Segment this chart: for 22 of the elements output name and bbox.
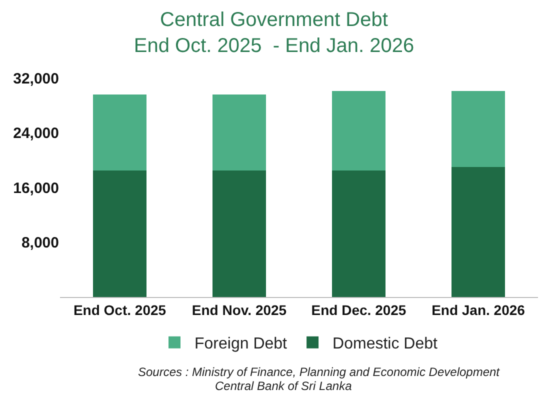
- bar: [451, 91, 506, 167]
- bar: [92, 94, 147, 170]
- text: Central Bank of Sri Lanka: [215, 379, 352, 393]
- y-tick-label: 16,000: [13, 180, 59, 197]
- bar: [332, 91, 386, 170]
- y-tick-label: 8,000: [21, 234, 59, 252]
- x-tick-label: End Dec. 2025: [311, 302, 406, 318]
- y-tick-label: 24,000: [13, 125, 59, 142]
- legend-label: Domestic Debt: [332, 336, 438, 353]
- y-tick-label: 32,000: [13, 70, 59, 88]
- legend-label: Foreign Debt: [194, 336, 288, 353]
- chart-subtitle: End Oct. 2025 - End Jan. 2026: [134, 34, 414, 57]
- bar: [451, 166, 506, 297]
- chart-title: Central Government Debt: [160, 8, 388, 31]
- bar: [212, 170, 266, 297]
- bar: [332, 170, 386, 297]
- source-note: Sources : Ministry of Finance, Planning and Economic Development: [138, 365, 500, 379]
- x-tick-label: End Oct. 2025: [73, 302, 166, 318]
- bar: [92, 170, 147, 297]
- x-tick-label: End Nov. 2025: [192, 302, 287, 318]
- x-tick-label: End Jan. 2026: [432, 302, 526, 318]
- bar: [212, 94, 266, 170]
